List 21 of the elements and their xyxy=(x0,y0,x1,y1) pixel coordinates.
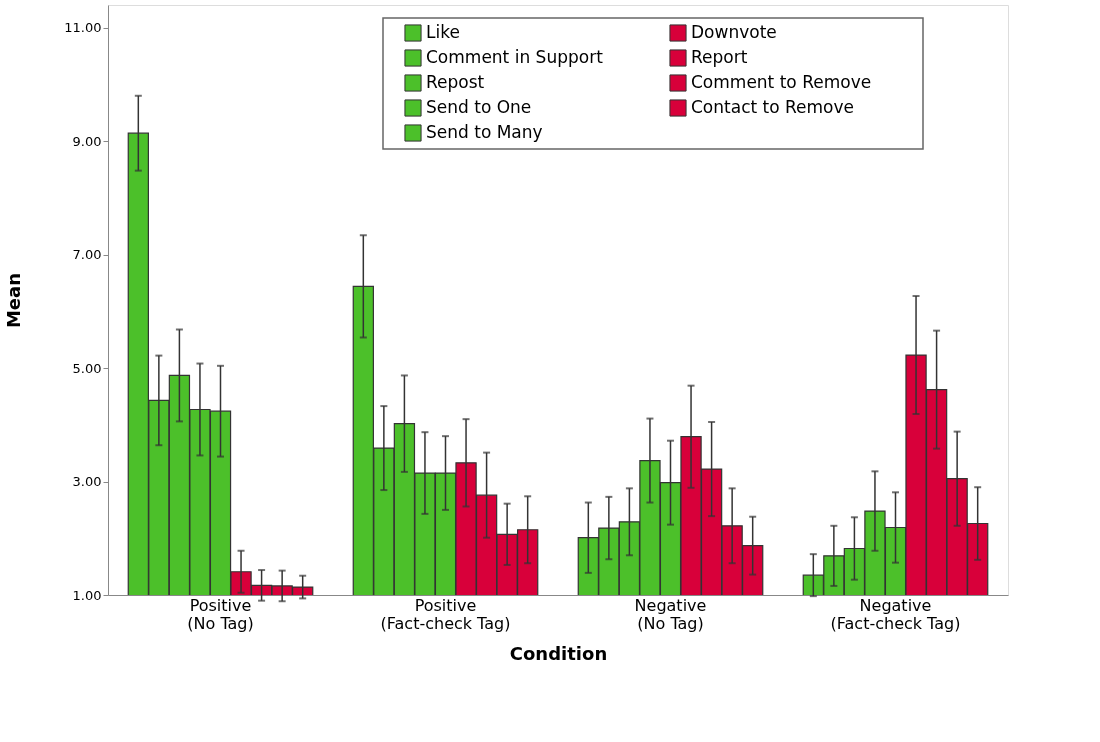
x-tick-label: Negative (No Tag) xyxy=(634,595,707,633)
y-tick-label: 5.00 xyxy=(72,360,102,376)
y-tick-label: 11.00 xyxy=(64,20,102,36)
y-tick-label: 9.00 xyxy=(72,133,102,149)
y-tick-label: 7.00 xyxy=(72,247,102,263)
legend-label: Contact to Remove xyxy=(691,97,855,117)
legend-label: Like xyxy=(426,22,460,42)
x-axis-title: Condition xyxy=(509,642,608,664)
legend-label: Send to Many xyxy=(426,122,543,142)
x-tick-label: Negative (Fact-check Tag) xyxy=(830,595,961,633)
legend-label: Downvote xyxy=(691,22,777,42)
y-tick-label: 1.00 xyxy=(72,587,102,603)
y-axis-title: Mean xyxy=(3,272,25,329)
x-tick-label: Positive (No Tag) xyxy=(187,595,254,633)
legend-label: Comment to Remove xyxy=(691,72,872,92)
x-tick-label: Positive (Fact-check Tag) xyxy=(380,595,511,633)
y-tick-label: 3.00 xyxy=(72,474,102,490)
legend-label: Repost xyxy=(426,72,485,92)
legend-label: Report xyxy=(691,47,748,67)
legend-label: Comment in Support xyxy=(426,47,604,67)
legend-label: Send to One xyxy=(426,97,532,117)
